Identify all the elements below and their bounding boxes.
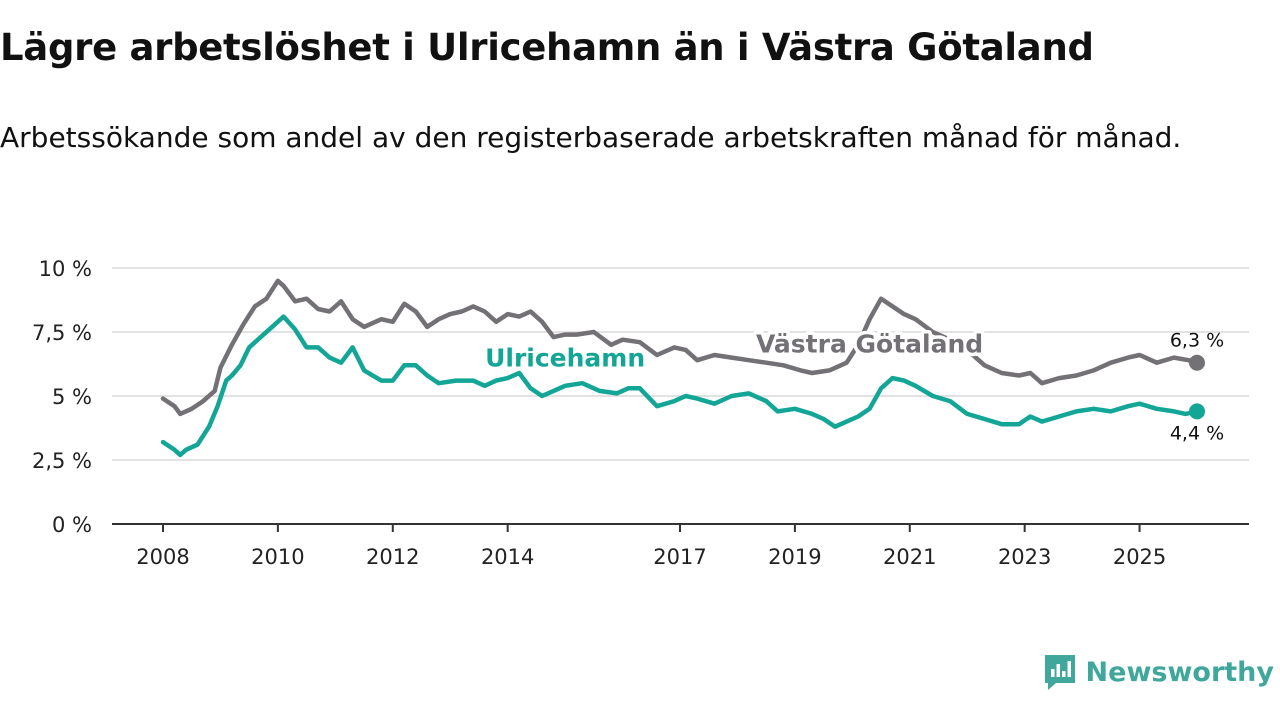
grid-lines xyxy=(112,267,1249,461)
x-tick-label: 2025 xyxy=(1113,545,1166,569)
y-tick-label: 10 % xyxy=(39,257,92,281)
newsworthy-logo-icon xyxy=(1044,655,1075,690)
ulricehamn-series-label: Ulricehamn xyxy=(485,344,645,373)
y-tick-label: 7,5 % xyxy=(32,321,92,345)
x-tick-label: 2023 xyxy=(998,545,1051,569)
x-tick-label: 2021 xyxy=(883,545,936,569)
ulricehamn-end-label: 4,4 % xyxy=(1170,422,1224,444)
vastra-gotaland-end-point xyxy=(1189,354,1205,371)
ulricehamn-end-point xyxy=(1189,403,1205,420)
vastra-gotaland-series-label: Västra Götaland xyxy=(756,329,983,358)
y-tick-label: 5 % xyxy=(52,385,92,409)
x-axis-ticks: 2008 2010 2012 2014 2017 2019 2021 2023 2025 xyxy=(136,524,1166,569)
series-labels: 6,3 % 4,4 % Västra Götaland Ulricehamn xyxy=(482,326,1225,444)
vastra-gotaland-end-label: 6,3 % xyxy=(1170,330,1224,352)
y-tick-label: 0 % xyxy=(52,513,92,537)
brand-logo: Newsworthy xyxy=(1042,652,1274,692)
ulricehamn-line xyxy=(160,314,1200,458)
y-tick-label: 2,5 % xyxy=(32,449,92,473)
brand-name: Newsworthy xyxy=(1085,656,1274,688)
x-tick-label: 2014 xyxy=(481,545,534,569)
x-tick-label: 2008 xyxy=(136,545,189,569)
series-lines xyxy=(160,278,1205,458)
chart-title: Lägre arbetslöshet i Ulricehamn än i Väs… xyxy=(0,26,1094,69)
vastra-gotaland-line xyxy=(160,278,1200,417)
x-tick-label: 2010 xyxy=(251,545,304,569)
x-tick-label: 2019 xyxy=(768,545,821,569)
x-tick-label: 2017 xyxy=(653,545,706,569)
x-tick-label: 2012 xyxy=(366,545,419,569)
y-axis-ticks: 0 % 2,5 % 5 % 7,5 % 10 % xyxy=(32,257,92,537)
chart-subtitle: Arbetssökande som andel av den registerb… xyxy=(0,121,1182,154)
